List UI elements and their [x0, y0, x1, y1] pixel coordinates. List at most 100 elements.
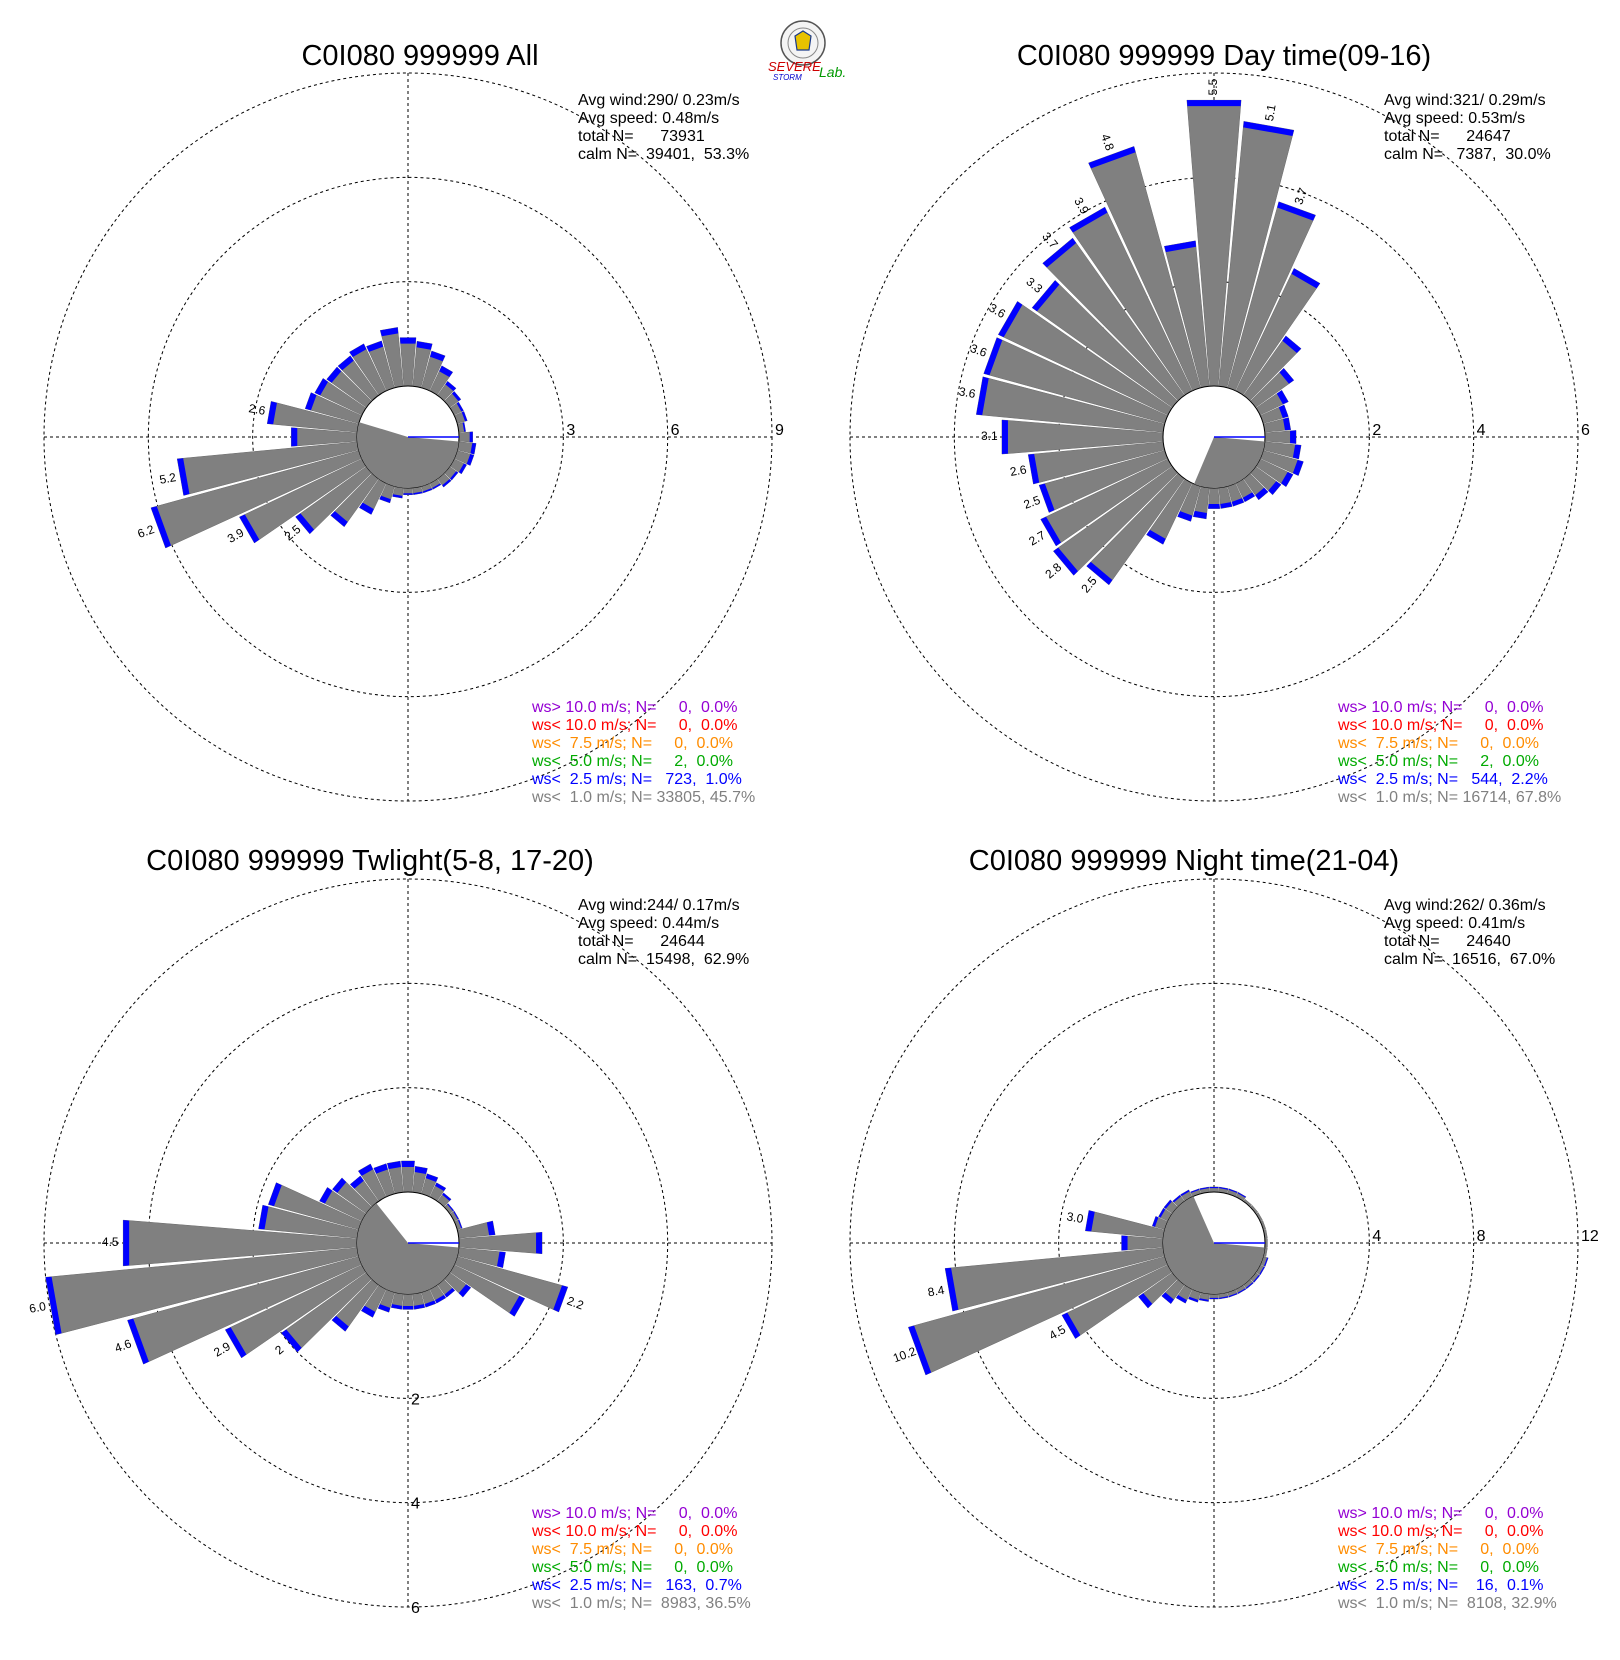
wind-bar-cap	[1163, 1199, 1172, 1209]
calm-sector	[1194, 437, 1265, 488]
range-ring	[953, 176, 1475, 698]
wind-bar-cap	[123, 1220, 130, 1266]
wind-bar-cap	[1040, 516, 1062, 546]
wind-bar-cap	[1172, 1195, 1181, 1203]
ring-label: 12	[1581, 1228, 1599, 1245]
wind-bar-cap	[319, 1187, 333, 1204]
logo-text-storm: STORM	[773, 73, 802, 82]
wind-bar-cap	[392, 494, 403, 499]
stat-calm-n: calm N= 15498, 62.9%	[578, 951, 749, 968]
legend-entry: ws< 2.5 m/s; N= 163, 0.7%	[531, 1577, 742, 1594]
legend-entry: ws< 10.0 m/s; N= 0, 0.0%	[531, 1523, 737, 1540]
wind-bar-cap	[281, 1329, 302, 1353]
legend-entry: ws< 1.0 m/s; N= 8983, 36.5%	[531, 1595, 751, 1612]
wind-bar-cap	[366, 340, 384, 352]
bar-value-label: 5.1	[1262, 103, 1279, 122]
wind-bar-cap	[330, 511, 348, 527]
calm-sector	[356, 1203, 459, 1294]
wind-bar-cap	[1255, 487, 1269, 500]
wind-bar-cap	[401, 1160, 415, 1167]
bar-value-label: 3.9	[225, 525, 247, 546]
logo-seal-inner-ring	[787, 27, 819, 59]
bar-value-label: 4.8	[1098, 132, 1117, 153]
ring-label: 4	[1372, 1228, 1381, 1245]
stat-total-n: total N= 24644	[578, 933, 705, 950]
wind-bar-cap	[177, 458, 190, 496]
wind-bar-cap	[1146, 529, 1166, 545]
logo-text-lab: Lab.	[819, 64, 846, 80]
legend-entry: ws< 1.0 m/s; N= 33805, 45.7%	[531, 789, 755, 806]
wind-bar-cap	[1193, 510, 1207, 519]
ring-label: 8	[1477, 1228, 1486, 1245]
legend-entry: ws< 5.0 m/s; N= 2, 0.0%	[531, 753, 733, 770]
ring-label: 6	[411, 1600, 420, 1617]
wind-bar-cap	[1290, 430, 1297, 444]
stat-avg-wind: Avg wind:290/ 0.23m/s	[578, 92, 740, 109]
legend-entry: ws< 5.0 m/s; N= 2, 0.0%	[1337, 753, 1539, 770]
wind-rose-panel-twilight: C0I080 999999 Twlight(5-8, 17-20) 2 4 6 2.2 2…	[28, 845, 773, 1617]
bar-value-label: 3.6	[986, 301, 1008, 322]
legend-entry: ws> 10.0 m/s; N= 0, 0.0%	[531, 699, 737, 716]
legend-entry: ws< 7.5 m/s; N= 0, 0.0%	[531, 735, 733, 752]
wind-bar-cap	[414, 1166, 428, 1174]
severe-storm-lab-logo: SEVERE STORM Lab.	[768, 20, 846, 82]
bar-value-label: 5.5	[1206, 78, 1220, 95]
wind-bar-cap	[1199, 1187, 1209, 1190]
wind-bar-cap	[425, 1173, 438, 1182]
bar-value-label: 3.7	[1291, 186, 1310, 207]
wind-bar-cap	[461, 411, 468, 422]
ring-label: 3	[566, 422, 575, 439]
wind-bar-cap	[1190, 1188, 1200, 1193]
bar-value-label: 2.5	[1078, 574, 1100, 596]
legend-entry: ws< 1.0 m/s; N= 16714, 67.8%	[1337, 789, 1561, 806]
wind-bar-cap	[1292, 444, 1302, 460]
wind-rose-panel-day: C0I080 999999 Day time(09-16) 2 4 6 5.5 5.1 3.…	[849, 40, 1590, 806]
wind-bar-cap	[403, 493, 413, 495]
wind-bar-cap	[456, 402, 464, 412]
wind-bar-cap	[983, 337, 1003, 376]
wind-bar-cap	[424, 1300, 436, 1308]
bar-value-label: 2.5	[1022, 493, 1043, 512]
wind-bar-cap	[331, 1315, 349, 1332]
wind-bar-cap	[432, 483, 441, 490]
bar-value-label: 2.5	[282, 522, 304, 544]
stat-calm-n: calm N= 16516, 67.0%	[1384, 951, 1555, 968]
wind-bar-cap	[267, 401, 277, 425]
bar-value-label: 3.7	[1039, 229, 1061, 251]
wind-bar-cap	[413, 1304, 425, 1310]
wind-bar-cap	[326, 367, 342, 383]
wind-bar-cap	[1276, 390, 1289, 405]
wind-bar-cap	[358, 1163, 374, 1176]
wind-bar-cap	[1121, 1235, 1128, 1251]
wind-bar-cap	[1180, 1189, 1190, 1196]
wind-bar-cap	[1069, 207, 1108, 233]
wind-bar-cap	[458, 1219, 463, 1229]
wind-bar-cap	[1291, 268, 1320, 289]
wind-bar-cap	[453, 1211, 459, 1220]
wind-bar-cap	[553, 1285, 568, 1313]
wind-bar-cap	[1237, 1192, 1246, 1198]
stat-avg-wind: Avg wind:321/ 0.29m/s	[1384, 92, 1546, 109]
wind-bar-cap	[378, 1304, 391, 1313]
wind-rose-panel-all: C0I080 999999 All 3 6 9 2.5 3.9 6.2 5.2 2.6 Avg w…	[43, 40, 784, 806]
wind-bar-cap	[1264, 1257, 1269, 1267]
wind-bar-cap	[400, 337, 416, 344]
stat-calm-n: calm N= 39401, 53.3%	[578, 146, 749, 163]
bar-value-label: 3.9	[1071, 195, 1092, 217]
stat-avg-speed: Avg speed: 0.41m/s	[1384, 915, 1525, 932]
wind-bar-cap	[359, 502, 374, 515]
legend-entry: ws< 1.0 m/s; N= 8108, 32.9%	[1337, 1595, 1557, 1612]
wind-bar-cap	[1152, 1216, 1159, 1227]
wind-bar-cap	[1177, 511, 1193, 522]
bar-value-label: 3.0	[1066, 1209, 1085, 1226]
bar-value-label: 3.3	[1023, 274, 1045, 296]
bar-value-label: 2.9	[211, 1339, 233, 1360]
wind-bar-cap	[1161, 1292, 1174, 1304]
wind-bar-cap	[1220, 502, 1233, 509]
wind-bar-cap	[291, 427, 298, 447]
bar-value-label: 2	[272, 1342, 286, 1357]
wind-bar-cap	[1245, 1282, 1254, 1289]
wind-bar-cap	[373, 1163, 388, 1174]
wind-bar-cap	[486, 1220, 496, 1236]
wind-bar-cap	[509, 1295, 525, 1317]
